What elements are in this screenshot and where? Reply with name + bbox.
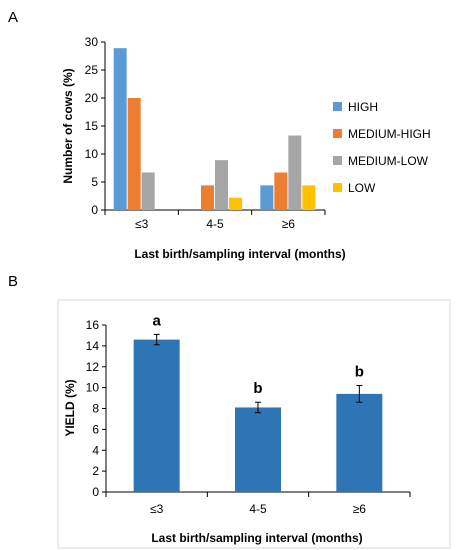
- chart-a-y-tick-label: 10: [85, 147, 99, 161]
- panel-b-label: B: [8, 273, 18, 290]
- chart-b-y-tick-label: 2: [92, 464, 99, 478]
- chart-a-bar-medium-low-1: [215, 160, 228, 210]
- chart-a-y-tick-label: 20: [85, 91, 99, 105]
- chart-a-bar-medium-low-0: [141, 172, 155, 210]
- chart-a-bar-low-2: [302, 185, 316, 210]
- chart-b-bar-1: [235, 407, 281, 492]
- chart-b-x-tick-label: ≥6: [353, 502, 367, 516]
- chart-a-x-tick-label: ≤3: [135, 217, 149, 231]
- chart-a-y-tick-label: 30: [85, 35, 99, 49]
- chart-a-x-tick-label: ≥6: [282, 217, 296, 231]
- chart-a-y-axis-label: Number of cows (%): [61, 68, 75, 183]
- legend-label: MEDIUM-LOW: [348, 154, 429, 168]
- legend-swatch: [333, 102, 342, 111]
- chart-b-significance-label: b: [355, 364, 364, 381]
- legend-swatch: [333, 129, 342, 138]
- chart-b-significance-label: a: [152, 312, 161, 329]
- chart-b-y-tick-label: 12: [86, 360, 100, 374]
- chart-b-y-tick-label: 10: [86, 381, 100, 395]
- chart-b: 0 2 4 6 8 10 12 14 16 a ≤3 b 4-5 b ≥6: [86, 312, 411, 516]
- chart-a-bar-medium-high-0: [127, 98, 141, 210]
- chart-b-x-axis-label: Last birth/sampling interval (months): [151, 531, 362, 545]
- chart-b-border: [57, 299, 451, 549]
- chart-a-bar-low-1: [229, 197, 242, 210]
- chart-b-error-bar-1: [255, 401, 261, 414]
- chart-b-error-bar-2: [356, 385, 363, 403]
- legend-label: MEDIUM-HIGH: [348, 127, 431, 141]
- chart-b-significance-label: b: [253, 380, 262, 397]
- chart-b-y-tick-label: 14: [86, 339, 100, 353]
- chart-a-legend: HIGH MEDIUM-HIGH MEDIUM-LOW LOW: [333, 100, 431, 195]
- chart-a-bar-medium-low-2: [288, 135, 302, 210]
- chart-a-x-axis-label: Last birth/sampling interval (months): [134, 247, 345, 261]
- chart-a-bar-high-2: [260, 185, 274, 210]
- chart-a: 0 5 10 15 20 25 30 ≤3 4-5 ≥6: [85, 35, 326, 231]
- legend-label: LOW: [348, 181, 376, 195]
- chart-a-y-tick-label: 0: [91, 203, 98, 217]
- chart-a-x-tick-label: 4-5: [206, 217, 224, 231]
- chart-b-y-tick-label: 0: [92, 485, 99, 499]
- legend-label: HIGH: [348, 100, 378, 114]
- chart-a-y-tick-label: 25: [85, 63, 99, 77]
- chart-b-y-tick-label: 4: [92, 443, 99, 457]
- chart-a-bar-medium-high-2: [274, 172, 288, 210]
- legend-swatch: [333, 183, 342, 192]
- chart-a-bar-medium-high-1: [201, 185, 214, 210]
- chart-b-x-tick-label: 4-5: [249, 502, 267, 516]
- panel-a-label: A: [8, 9, 18, 26]
- chart-b-error-bar-0: [153, 333, 160, 346]
- legend-swatch: [333, 156, 342, 165]
- chart-b-y-tick-label: 8: [92, 402, 99, 416]
- chart-a-y-tick-label: 5: [91, 175, 98, 189]
- chart-b-bar-0: [133, 339, 180, 492]
- chart-a-y-tick-label: 15: [85, 119, 99, 133]
- chart-b-bar-2: [336, 393, 383, 492]
- chart-b-y-tick-label: 6: [92, 422, 99, 436]
- chart-a-bar-high-0: [113, 48, 127, 210]
- chart-b-x-tick-label: ≤3: [150, 502, 164, 516]
- chart-b-y-axis-label: YIELD (%): [63, 379, 77, 436]
- chart-b-y-tick-label: 16: [86, 318, 100, 332]
